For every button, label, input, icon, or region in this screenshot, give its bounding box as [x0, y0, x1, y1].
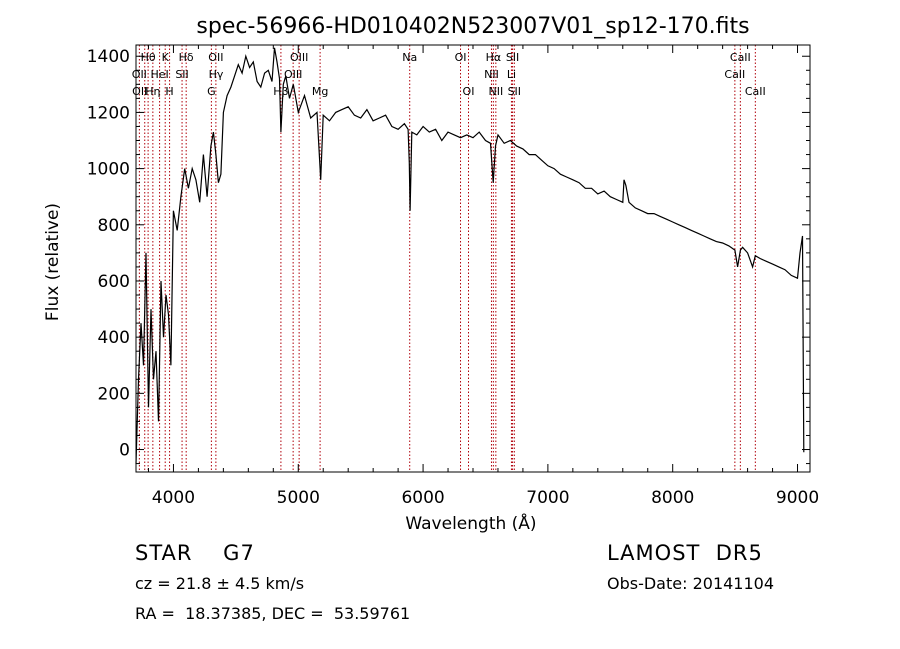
y-tick-label: 400 [98, 328, 130, 348]
y-tick-label: 1400 [87, 47, 130, 67]
plot-frame [135, 44, 811, 473]
y-axis-label: Flux (relative) [43, 203, 63, 321]
line-label: H [165, 85, 173, 98]
line-label: NII [488, 85, 503, 98]
line-label: SII [506, 51, 519, 64]
y-tick-label: 200 [98, 384, 130, 404]
x-tick-label: 9000 [776, 488, 819, 508]
line-label: CaII [724, 68, 745, 81]
redshift-velocity: cz = 21.8 ± 4.5 km/s [135, 574, 305, 593]
observation-date: Obs-Date: 20141104 [607, 574, 775, 593]
y-tick-label: 1000 [87, 160, 130, 180]
line-label: OIII [290, 51, 308, 64]
line-label: K [162, 51, 170, 64]
x-tick-label: 8000 [651, 488, 694, 508]
line-label: Hβ [273, 85, 288, 98]
chart-title: spec-56966-HD010402N523007V01_sp12-170.f… [196, 14, 749, 39]
x-tick-label: 6000 [401, 488, 444, 508]
line-label: OIII [284, 68, 302, 81]
line-label: OI [463, 85, 475, 98]
line-label: SII [508, 85, 521, 98]
line-label: Hγ [209, 68, 224, 81]
line-label: CaII [745, 85, 766, 98]
line-label: SII [175, 68, 188, 81]
x-axis-ticks: 4000 5000 6000 7000 8000 9000 [147, 45, 819, 508]
x-tick-label: 4000 [152, 488, 195, 508]
line-label: NII [484, 68, 499, 81]
spectrum-chart: spec-56966-HD010402N523007V01_sp12-170.f… [43, 14, 819, 534]
y-axis-ticks: 0 200 400 600 800 1000 1200 1400 [87, 47, 810, 465]
line-label: Na [402, 51, 417, 64]
emission-line-markers [138, 45, 756, 472]
line-label: HeI [150, 68, 168, 81]
line-label: Hθ [141, 51, 156, 64]
survey-release: LAMOST DR5 [607, 541, 763, 565]
line-label: Hδ [179, 51, 194, 64]
line-label: Li [507, 68, 516, 81]
line-label: Hη [145, 85, 160, 98]
line-label: CaII [730, 51, 751, 64]
x-axis-label: Wavelength (Å) [405, 512, 536, 534]
ra-dec-coordinates: RA = 18.37385, DEC = 53.59761 [135, 604, 411, 623]
line-label: OII [208, 51, 223, 64]
y-tick-label: 1200 [87, 103, 130, 123]
line-label: G [207, 85, 216, 98]
object-type: STAR G7 [135, 541, 255, 565]
x-tick-label: 5000 [277, 488, 320, 508]
y-tick-label: 0 [119, 441, 130, 461]
x-tick-label: 7000 [526, 488, 569, 508]
y-tick-label: 600 [98, 272, 130, 292]
line-label: Mg [312, 85, 328, 98]
y-tick-label: 800 [98, 216, 130, 236]
line-label: Hα [486, 51, 502, 64]
line-label: OI [455, 51, 467, 64]
spectrum-line [135, 47, 805, 464]
